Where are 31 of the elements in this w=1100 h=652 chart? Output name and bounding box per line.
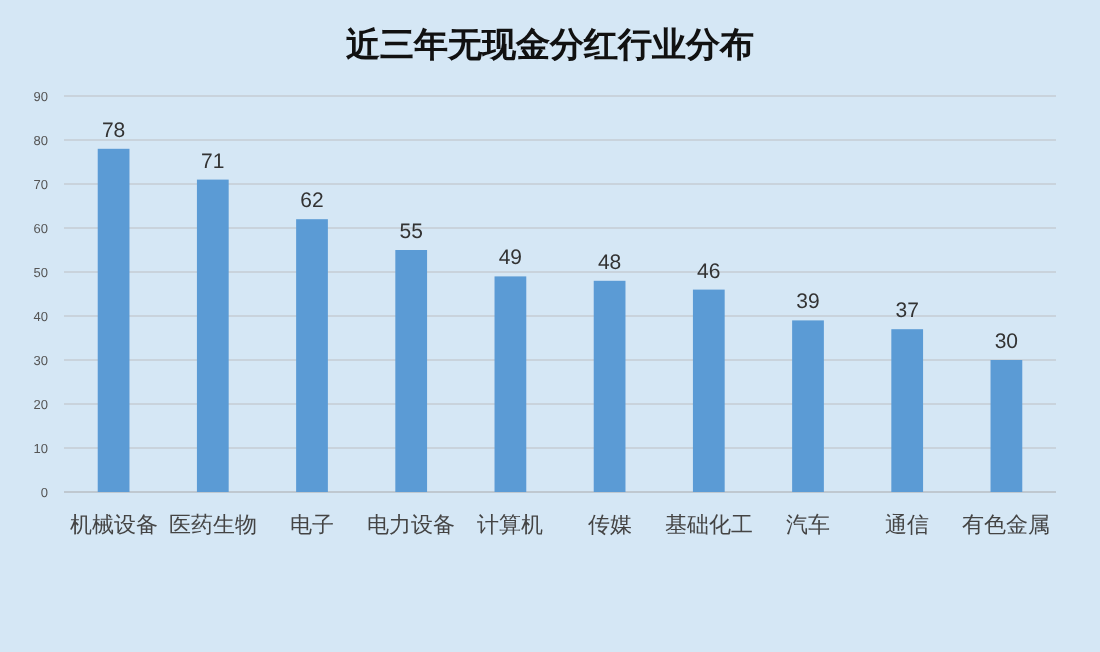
data-label: 46 [697, 259, 721, 284]
x-tick-label: 医药生物 [168, 512, 257, 538]
bar [891, 329, 924, 492]
bar [692, 289, 725, 492]
data-label: 49 [498, 246, 523, 271]
data-label: 48 [597, 250, 622, 275]
x-tick-label: 有色金属 [962, 514, 1051, 538]
bar [494, 276, 527, 492]
bar [395, 250, 428, 492]
x-tick-label: 电力设备 [367, 512, 456, 538]
x-tick-label: 传媒 [587, 514, 632, 538]
data-label: 78 [101, 118, 126, 143]
data-label: 55 [399, 220, 424, 244]
data-label: 62 [300, 189, 324, 214]
bar [97, 148, 130, 492]
bar [196, 179, 229, 492]
x-tick-label: 计算机 [477, 512, 544, 538]
bar [990, 360, 1023, 492]
x-tick-label: 汽车 [786, 512, 830, 538]
chart-title: 近三年无现金分红行业分布 [344, 26, 754, 64]
x-tick-label: 机械设备 [69, 512, 158, 538]
x-tick-label: 电子 [290, 512, 334, 538]
data-label: 30 [994, 330, 1019, 354]
data-label: 39 [796, 290, 820, 315]
x-tick-label: 基础化工 [664, 512, 753, 538]
bar [296, 219, 328, 492]
bar [593, 280, 626, 492]
data-label: 37 [895, 299, 920, 324]
bar [792, 320, 824, 492]
data-label: 71 [201, 149, 225, 174]
x-tick-label: 通信 [885, 512, 930, 538]
